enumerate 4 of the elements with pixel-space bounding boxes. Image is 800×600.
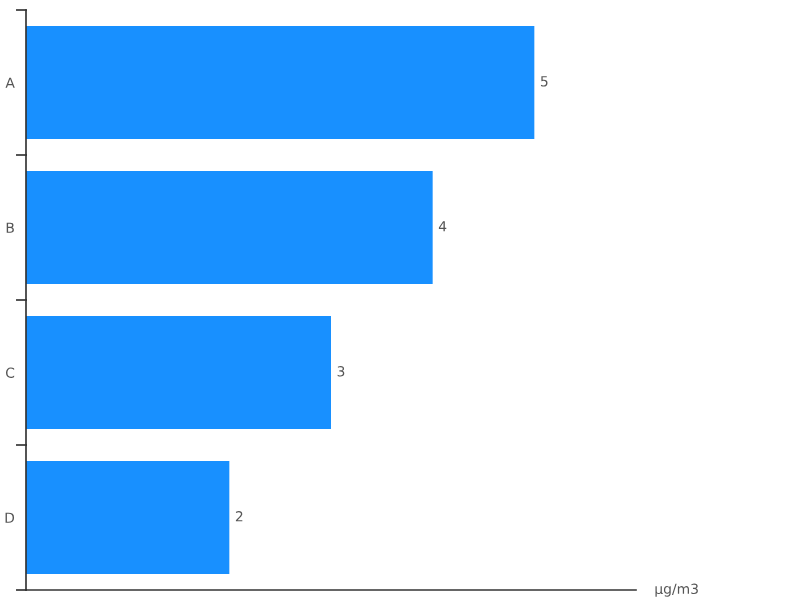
bar bbox=[26, 170, 433, 285]
bar bbox=[26, 25, 535, 140]
bar bbox=[26, 315, 331, 430]
bar bbox=[26, 460, 230, 575]
